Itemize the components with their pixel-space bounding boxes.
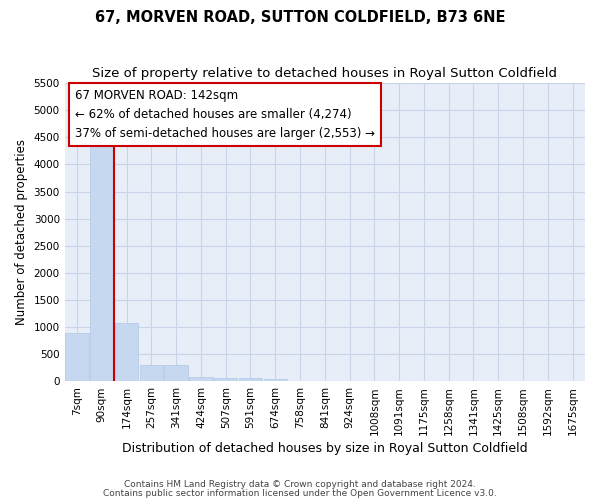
Bar — [189, 377, 213, 382]
Text: 67, MORVEN ROAD, SUTTON COLDFIELD, B73 6NE: 67, MORVEN ROAD, SUTTON COLDFIELD, B73 6… — [95, 10, 505, 25]
Text: Contains public sector information licensed under the Open Government Licence v3: Contains public sector information licen… — [103, 488, 497, 498]
Bar — [239, 378, 262, 382]
Title: Size of property relative to detached houses in Royal Sutton Coldfield: Size of property relative to detached ho… — [92, 68, 557, 80]
Bar — [164, 365, 188, 382]
Text: 67 MORVEN ROAD: 142sqm
← 62% of detached houses are smaller (4,274)
37% of semi-: 67 MORVEN ROAD: 142sqm ← 62% of detached… — [75, 89, 375, 140]
Bar — [65, 332, 89, 382]
Bar — [214, 378, 238, 382]
Bar — [140, 365, 163, 382]
Text: Contains HM Land Registry data © Crown copyright and database right 2024.: Contains HM Land Registry data © Crown c… — [124, 480, 476, 489]
Bar — [115, 323, 139, 382]
X-axis label: Distribution of detached houses by size in Royal Sutton Coldfield: Distribution of detached houses by size … — [122, 442, 527, 455]
Bar — [90, 132, 113, 382]
Y-axis label: Number of detached properties: Number of detached properties — [15, 139, 28, 325]
Bar — [263, 378, 287, 382]
